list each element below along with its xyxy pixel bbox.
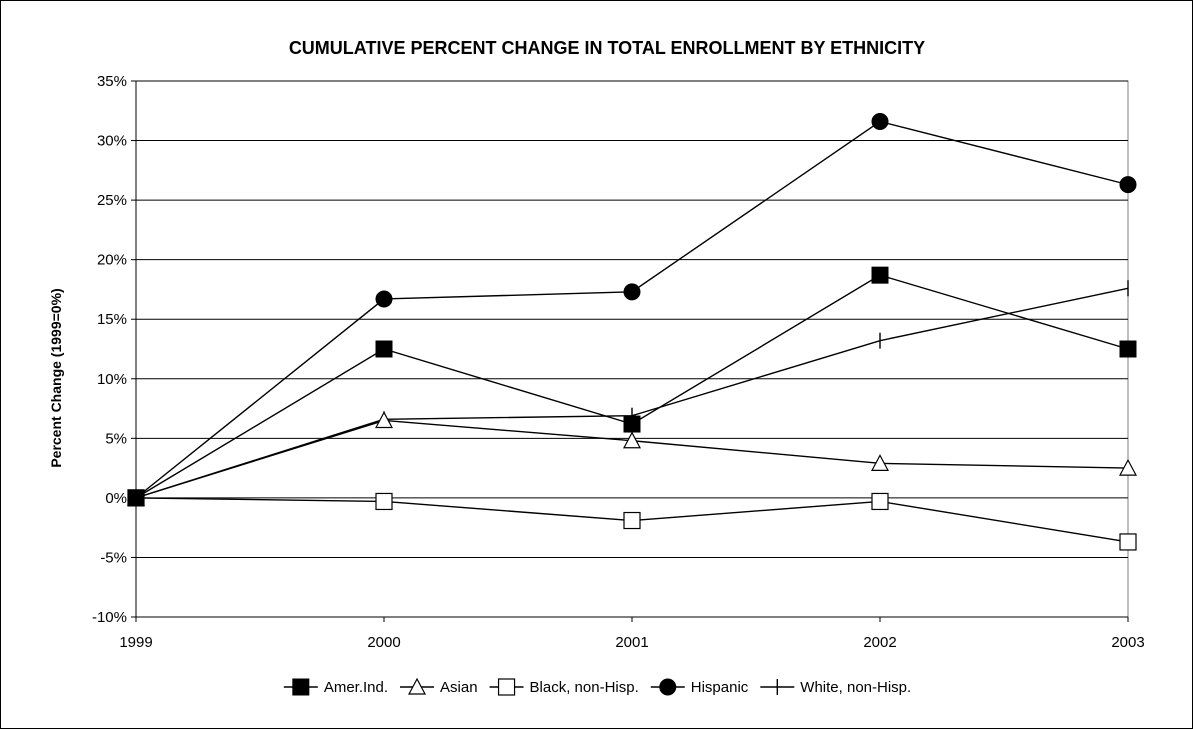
legend: Amer.Ind. Asian Black, non-Hisp. Hispanic Wh…	[283, 677, 911, 696]
legend-label: Black, non-Hisp.	[530, 679, 639, 696]
marker-open-square	[375, 492, 393, 511]
marker-filled-circle	[1119, 176, 1137, 194]
legend-item: Amer.Ind.	[283, 678, 388, 696]
y-tick-label: -5%	[100, 549, 127, 566]
legend-label: Asian	[440, 679, 478, 696]
series-group	[127, 112, 1137, 551]
y-tick-label: 5%	[105, 430, 127, 447]
legend-label: White, non-Hisp.	[800, 679, 911, 696]
y-tick-label: 15%	[97, 311, 127, 328]
marker-filled-square	[871, 266, 889, 284]
marker-open-triangle	[623, 431, 641, 449]
marker-filled-circle	[375, 290, 393, 308]
marker-filled-circle	[871, 112, 889, 130]
marker-open-triangle	[375, 411, 393, 429]
marker-filled-square	[623, 415, 641, 433]
marker-filled-square	[1119, 340, 1137, 358]
marker-filled-circle	[623, 283, 641, 301]
x-tick-label: 2000	[367, 634, 400, 651]
y-tick-label: 30%	[97, 133, 127, 150]
y-tick-label: 10%	[97, 371, 127, 388]
y-tick-label: 20%	[97, 252, 127, 269]
marker-open-square	[871, 492, 889, 511]
marker-open-square	[1119, 533, 1137, 551]
legend-item: Hispanic	[650, 678, 749, 696]
chart-title: CUMULATIVE PERCENT CHANGE IN TOTAL ENROL…	[289, 38, 925, 58]
y-axis-label: Percent Change (1999=0%)	[48, 288, 64, 467]
marker-open-square	[623, 511, 641, 530]
marker-open-triangle	[871, 454, 889, 471]
x-tick-label: 1999	[119, 634, 152, 651]
marker-filled-square	[375, 340, 393, 358]
y-tick-label: 35%	[97, 73, 127, 90]
y-tick-label: 25%	[97, 192, 127, 209]
marker-open-square	[497, 678, 516, 696]
legend-label: Hispanic	[691, 679, 749, 696]
y-tick-labels: -10% -5% 0% 5% 10% 15% 20% 25% 30% 35%	[92, 73, 127, 626]
x-tick-label: 2003	[1111, 634, 1144, 651]
gridlines	[136, 80, 1128, 618]
y-tick-label: -10%	[92, 609, 127, 626]
marker-open-triangle	[408, 677, 427, 695]
legend-item: Asian	[400, 677, 478, 696]
legend-item: Black, non-Hisp.	[489, 678, 639, 696]
marker-filled-square	[292, 678, 310, 696]
x-tick-label: 2001	[615, 634, 648, 651]
plot-area	[135, 80, 1129, 618]
y-tick-label: 0%	[105, 490, 127, 507]
legend-label: Amer.Ind.	[324, 679, 388, 696]
marker-open-triangle	[1119, 458, 1137, 476]
x-tick-label: 2002	[863, 634, 896, 651]
x-tick-labels: 1999 2000 2001 2002 2003	[119, 634, 1144, 651]
legend-item: White, non-Hisp.	[760, 679, 911, 696]
marker-filled-circle	[659, 678, 677, 696]
marker-filled-circle	[127, 489, 145, 507]
plot-border	[135, 80, 1129, 618]
